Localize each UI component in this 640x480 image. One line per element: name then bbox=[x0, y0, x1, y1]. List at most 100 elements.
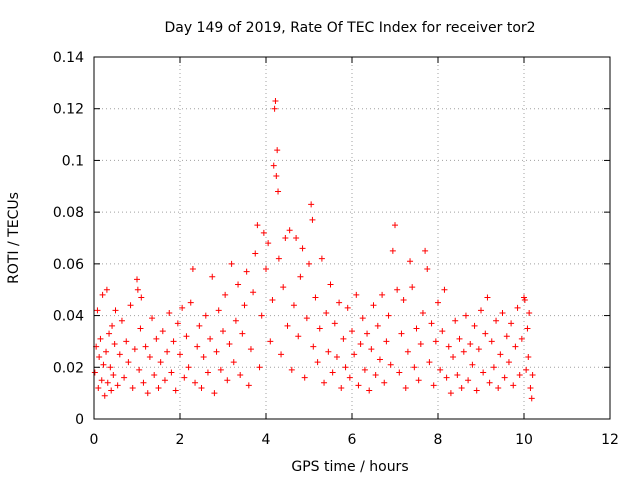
data-point bbox=[521, 297, 528, 304]
data-point bbox=[467, 341, 474, 348]
data-point bbox=[149, 315, 156, 322]
data-point bbox=[164, 348, 171, 355]
data-point bbox=[452, 317, 459, 324]
data-point bbox=[387, 361, 394, 368]
data-point bbox=[254, 222, 261, 229]
data-point bbox=[514, 304, 521, 311]
y-tick-label: 0.12 bbox=[53, 102, 84, 118]
data-point bbox=[528, 395, 535, 402]
x-tick-label: 2 bbox=[176, 432, 185, 448]
data-point bbox=[394, 286, 401, 293]
data-point bbox=[299, 245, 306, 252]
data-point bbox=[144, 390, 151, 397]
data-point bbox=[488, 338, 495, 345]
data-point bbox=[505, 359, 512, 366]
data-point bbox=[430, 382, 437, 389]
data-point bbox=[252, 250, 259, 257]
y-axis-label: ROTI / TECUs bbox=[6, 192, 22, 284]
data-point bbox=[454, 372, 461, 379]
y-tick-label: 0.04 bbox=[53, 309, 84, 325]
data-point bbox=[306, 260, 312, 267]
data-point bbox=[256, 364, 263, 371]
data-point bbox=[146, 353, 153, 360]
data-point bbox=[232, 317, 239, 324]
x-tick-label: 12 bbox=[601, 432, 619, 448]
data-point bbox=[372, 372, 379, 379]
data-point bbox=[495, 384, 502, 391]
data-point bbox=[198, 384, 205, 391]
y-tick-label: 0.08 bbox=[53, 205, 84, 221]
data-point bbox=[109, 322, 116, 329]
data-point bbox=[235, 281, 242, 288]
data-point bbox=[270, 162, 277, 169]
data-point bbox=[331, 320, 338, 327]
data-point bbox=[134, 286, 141, 293]
data-point bbox=[153, 335, 160, 342]
data-point bbox=[389, 247, 396, 254]
data-point bbox=[104, 379, 111, 386]
data-point bbox=[286, 227, 293, 234]
data-point bbox=[118, 317, 125, 324]
data-point bbox=[450, 353, 457, 360]
data-point bbox=[142, 343, 149, 350]
data-point bbox=[344, 304, 351, 311]
data-point bbox=[95, 384, 102, 391]
data-point bbox=[98, 377, 105, 384]
data-point bbox=[482, 330, 489, 337]
data-point bbox=[512, 343, 519, 350]
data-point bbox=[396, 369, 403, 376]
data-point bbox=[94, 307, 101, 314]
data-point bbox=[222, 291, 229, 298]
data-point bbox=[415, 377, 422, 384]
data-point bbox=[228, 260, 235, 267]
data-point bbox=[435, 299, 441, 306]
data-point bbox=[172, 387, 179, 394]
data-point bbox=[370, 302, 377, 309]
data-point bbox=[398, 330, 405, 337]
data-point bbox=[318, 255, 325, 262]
data-point bbox=[417, 341, 424, 348]
data-point bbox=[409, 284, 416, 291]
data-point bbox=[137, 325, 144, 332]
data-point bbox=[338, 384, 345, 391]
data-point bbox=[368, 346, 375, 353]
data-point bbox=[381, 379, 388, 386]
y-tick-label: 0.1 bbox=[62, 153, 84, 169]
data-point bbox=[413, 325, 420, 332]
data-point bbox=[159, 328, 166, 335]
data-point bbox=[314, 359, 321, 366]
data-point bbox=[271, 105, 278, 112]
data-point bbox=[392, 222, 398, 229]
data-point bbox=[404, 348, 411, 355]
data-point bbox=[493, 317, 500, 324]
data-point bbox=[445, 343, 452, 350]
data-point bbox=[310, 343, 317, 350]
data-point bbox=[422, 247, 429, 254]
data-point bbox=[123, 338, 130, 345]
data-point bbox=[475, 346, 482, 353]
data-point bbox=[342, 364, 349, 371]
data-point bbox=[357, 341, 364, 348]
data-point bbox=[200, 353, 207, 360]
data-point bbox=[151, 372, 158, 379]
data-point bbox=[183, 333, 190, 340]
data-point bbox=[428, 320, 435, 327]
data-point bbox=[114, 382, 121, 389]
data-point bbox=[288, 366, 295, 373]
data-point bbox=[237, 372, 244, 379]
data-point bbox=[374, 322, 381, 329]
data-point bbox=[97, 335, 104, 342]
data-point bbox=[174, 320, 181, 327]
data-point bbox=[400, 297, 407, 304]
data-point bbox=[486, 379, 493, 386]
data-point bbox=[99, 291, 106, 298]
data-point bbox=[521, 294, 527, 301]
data-point bbox=[260, 229, 267, 236]
data-point bbox=[230, 359, 237, 366]
data-point bbox=[170, 338, 177, 345]
data-point bbox=[432, 338, 439, 345]
data-point bbox=[402, 384, 409, 391]
data-point bbox=[274, 147, 281, 154]
data-point bbox=[510, 382, 517, 389]
